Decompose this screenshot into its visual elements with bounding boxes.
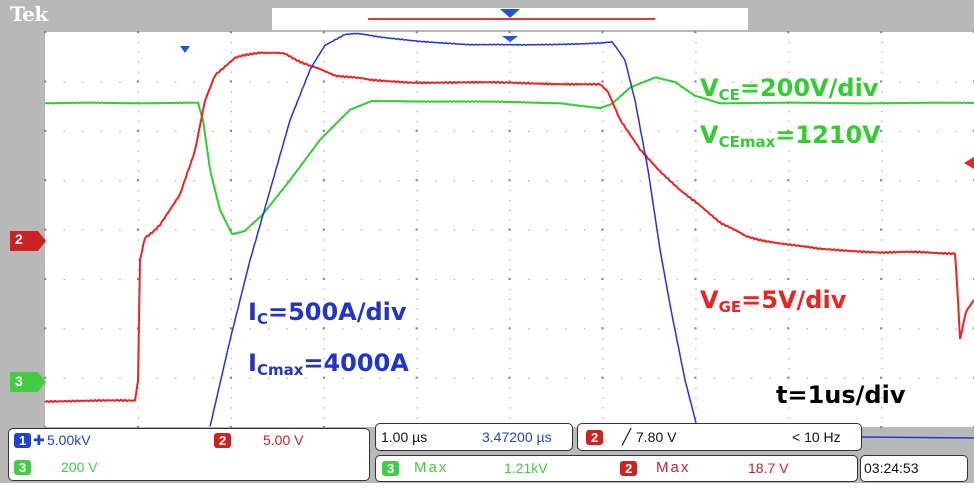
clock-panel: 03:24:53	[860, 455, 968, 482]
ch2-chip[interactable]: 2	[214, 433, 232, 448]
ic-scale-label: IC=500A/div	[248, 298, 407, 328]
ch1-scale: 5.00kV	[47, 432, 91, 448]
ch1-baseline-tail	[859, 436, 974, 439]
meas1-value: 1.21kV	[504, 460, 548, 476]
grid-dots	[44, 31, 974, 468]
ch1-coupling-icon: ✚	[33, 432, 45, 448]
vce-scale-label: VCE=200V/div	[700, 74, 879, 104]
meas2-label: Max	[656, 459, 691, 476]
ic-max-label: ICmax=4000A	[248, 349, 409, 379]
ch2-vge-waveform	[44, 51, 974, 404]
channel-settings-panel[interactable]: 1 ✚ 5.00kV 2 5.00 V 3 200 V	[8, 428, 370, 481]
meas2-source-chip[interactable]: 2	[620, 461, 638, 476]
ch2-ground-marker[interactable]	[10, 231, 46, 251]
meas1-source-chip[interactable]: 3	[382, 461, 400, 476]
ch1-chip[interactable]: 1	[14, 433, 32, 448]
timebase-label: t=1us/div	[776, 381, 906, 409]
trigger-settings-panel[interactable]: 2 ╱ 7.80 V < 10 Hz	[577, 423, 862, 451]
trigger-level-value: 7.80 V	[636, 429, 677, 445]
brand-logo: Tek	[10, 2, 48, 26]
ch2-scale: 5.00 V	[263, 432, 304, 448]
ch3-vce-waveform	[44, 76, 974, 236]
horizontal-settings-panel[interactable]: 1.00 µs 3.47200 µs	[375, 423, 573, 451]
vce-max-label: VCEmax=1210V	[700, 121, 881, 151]
ch3-chip[interactable]: 3	[14, 460, 32, 475]
meas2-value: 18.7 V	[748, 460, 789, 476]
ch3-ground-marker[interactable]	[10, 372, 46, 392]
ch2-marker-label: 2	[15, 231, 23, 247]
trigger-slope-icon: ╱	[622, 429, 632, 446]
horizontal-position-marker-icon[interactable]	[502, 36, 518, 42]
timebase-value: 1.00 µs	[381, 429, 428, 445]
ch3-scale: 200 V	[61, 459, 98, 475]
trigger-frequency-value: < 10 Hz	[792, 429, 841, 445]
clock-time: 03:24:53	[864, 460, 919, 476]
trigger-point-marker-icon[interactable]	[180, 46, 190, 53]
horizontal-position-value: 3.47200 µs	[482, 429, 552, 445]
trigger-level-arrow-icon[interactable]	[964, 157, 974, 169]
measurement-panel[interactable]: 3 Max 1.21kV 2 Max 18.7 V	[375, 455, 858, 482]
ch1-ic-waveform	[209, 32, 698, 428]
trigger-position-marker-icon[interactable]	[500, 9, 520, 18]
vge-scale-label: VGE=5V/div	[700, 286, 847, 316]
trigger-source-chip[interactable]: 2	[586, 430, 604, 445]
meas1-label: Max	[414, 459, 449, 476]
ch3-marker-label: 3	[15, 373, 23, 389]
